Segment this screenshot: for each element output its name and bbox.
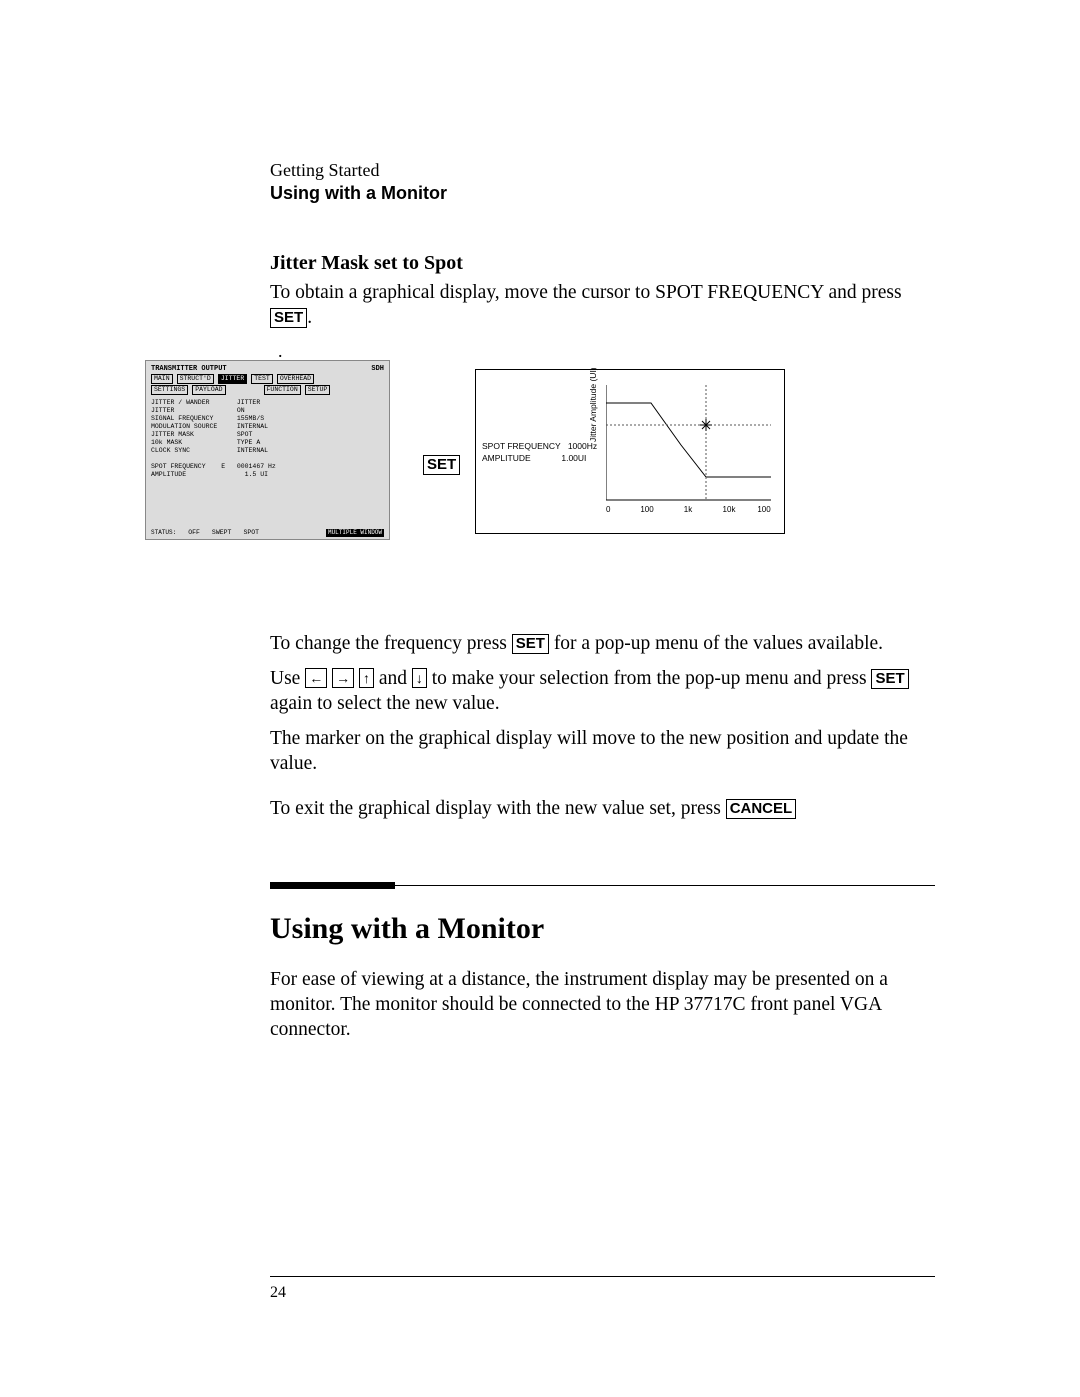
monitor-section-body: For ease of viewing at a distance, the i…: [270, 968, 935, 1043]
graph-sf-val: 1000Hz: [568, 441, 597, 451]
xtick-0: 10: [606, 505, 611, 514]
p2-c: again to select the new value.: [270, 693, 500, 714]
graph-panel: SPOT FREQUENCY 1000Hz AMPLITUDE 1.00UI J…: [475, 369, 785, 534]
post-p1: To change the frequency press SET for a …: [270, 632, 935, 657]
jitter-para1: To obtain a graphical display, move the …: [270, 281, 935, 331]
graph-left-labels: SPOT FREQUENCY 1000Hz AMPLITUDE 1.00UI: [482, 440, 597, 464]
terminal-title-right: SDH: [371, 365, 384, 373]
arrow-up-key: ↑: [359, 668, 374, 688]
graph-sf-label: SPOT FREQUENCY: [482, 441, 561, 451]
post-p4: To exit the graphical display with the n…: [270, 797, 935, 822]
graph-marker: [700, 419, 712, 431]
after-figure-block: To change the frequency press SET for a …: [270, 632, 935, 822]
decorative-dot: .: [278, 341, 935, 362]
p1-b: for a pop-up menu of the values availabl…: [549, 633, 883, 654]
page-number: 24: [270, 1284, 286, 1302]
para1-text-b: .: [307, 307, 312, 328]
arrow-down-key: ↓: [412, 668, 427, 688]
post-p3: The marker on the graphical display will…: [270, 727, 935, 777]
set-key-inline-1: SET: [270, 308, 307, 328]
xtick-2: 1k: [684, 505, 693, 514]
terminal-title-left: TRANSMITTER OUTPUT: [151, 365, 227, 373]
p2-a: Use: [270, 668, 305, 689]
xtick-3: 10k: [723, 505, 737, 514]
page: Getting Started Using with a Monitor Jit…: [0, 0, 1080, 1397]
tab-function: FUNCTION: [264, 385, 301, 395]
status-off: OFF: [188, 529, 200, 537]
tab-setup: SETUP: [305, 385, 331, 395]
p2-b: to make your selection from the pop-up m…: [427, 668, 872, 689]
status-spot: SPOT: [243, 529, 259, 537]
arrow-right-key: →: [332, 668, 354, 688]
terminal-status-row: STATUS: OFF SWEPT SPOT MULTIPLE WINDOW: [151, 529, 384, 537]
section-rule: [145, 882, 935, 890]
graph-amp-label: AMPLITUDE: [482, 453, 531, 463]
mask-line: [606, 403, 771, 477]
set-key-inline-3: SET: [871, 669, 908, 689]
p4-a: To exit the graphical display with the n…: [270, 798, 726, 819]
header-small: Getting Started: [270, 160, 935, 181]
terminal-screenshot: TRANSMITTER OUTPUT SDH MAIN STRUCT'D JIT…: [145, 360, 390, 540]
xtick-4: 100k: [757, 505, 771, 514]
header-bold: Using with a Monitor: [270, 183, 935, 204]
cancel-key: CANCEL: [726, 799, 797, 819]
xtick-1: 100: [640, 505, 654, 514]
graph-amp-val: 1.00UI: [561, 453, 586, 463]
terminal-body: JITTER / WANDER JITTER JITTER ON SIGNAL …: [151, 399, 384, 479]
jitter-subhead: Jitter Mask set to Spot: [270, 252, 935, 275]
status-window: MULTIPLE WINDOW: [326, 529, 384, 537]
tab-overhead: OVERHEAD: [277, 374, 314, 384]
tab-main: MAIN: [151, 374, 173, 384]
status-swept: SWEPT: [212, 529, 232, 537]
tab-payload: PAYLOAD: [192, 385, 225, 395]
graph-yaxis-label: Jitter Amplitude (UI): [588, 367, 598, 442]
set-key-figure: SET: [423, 455, 460, 475]
p1-a: To change the frequency press: [270, 633, 512, 654]
figure-row: TRANSMITTER OUTPUT SDH MAIN STRUCT'D JIT…: [145, 360, 935, 550]
graph-svg: 10.0 1.0 0.1 0.001 Freq (Hz) 10 100 1k: [606, 385, 771, 515]
p2-mid: and: [374, 668, 412, 689]
arrow-left-key: ←: [305, 668, 327, 688]
monitor-section-title: Using with a Monitor: [270, 912, 935, 946]
set-key-inline-2: SET: [512, 634, 549, 654]
section-rule-thin: [395, 885, 935, 886]
section-rule-thick: [270, 882, 395, 889]
tab-settings: SETTINGS: [151, 385, 188, 395]
tab-jitter: JITTER: [218, 374, 247, 384]
tab-structd: STRUCT'D: [177, 374, 214, 384]
para1-text-a: To obtain a graphical display, move the …: [270, 282, 902, 303]
post-p2: Use ← → ↑ and ↓ to make your selection f…: [270, 667, 935, 717]
tab-test: TEST: [251, 374, 273, 384]
footer-rule: [270, 1276, 935, 1277]
graph-plot: 10.0 1.0 0.1 0.001 Freq (Hz) 10 100 1k: [606, 385, 771, 515]
